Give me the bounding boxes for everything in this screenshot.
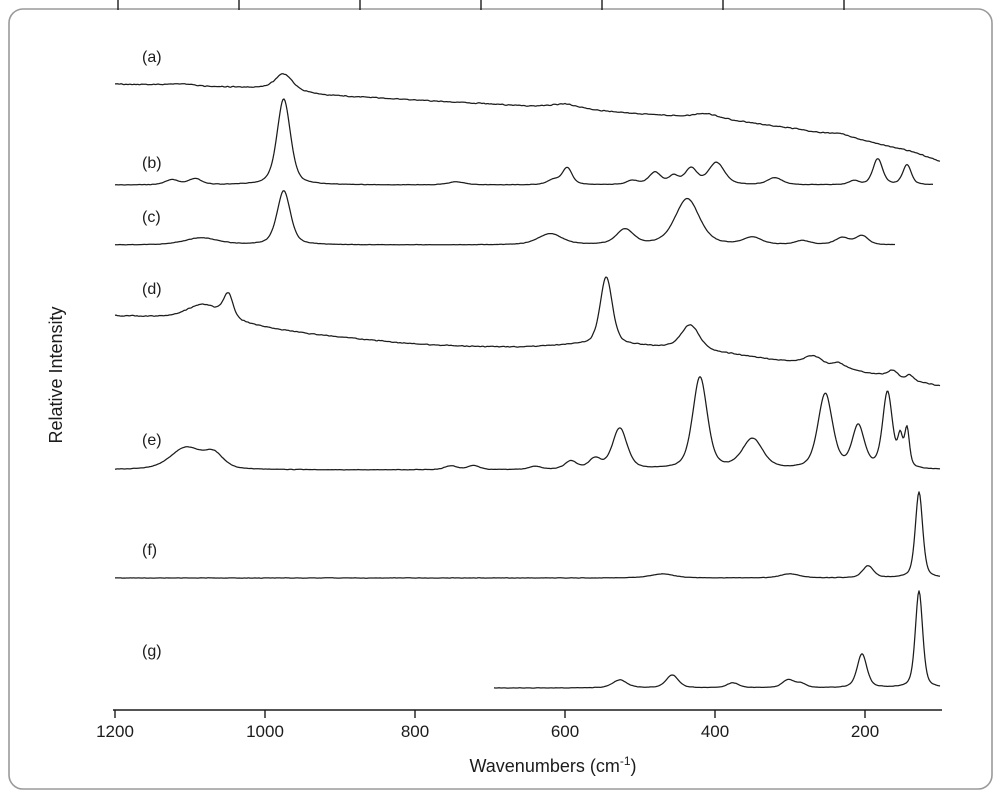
spectrum-trace-f xyxy=(115,491,941,579)
x-tick-label: 200 xyxy=(851,722,879,741)
spectrum-trace-b xyxy=(114,98,934,186)
spectrum-trace-d xyxy=(114,276,941,387)
figure-frame xyxy=(8,8,993,790)
series-label-g: (g) xyxy=(142,643,162,660)
x-tick-label: 800 xyxy=(401,722,429,741)
x-tick-label: 600 xyxy=(551,722,579,741)
series-label-e: (e) xyxy=(142,432,162,449)
series-label-c: (c) xyxy=(142,209,161,226)
series-label-d: (d) xyxy=(142,281,162,298)
x-axis-title: Wavenumbers (cm-1) xyxy=(469,754,636,776)
x-tick-label: 1000 xyxy=(246,722,284,741)
y-axis-title: Relative Intensity xyxy=(46,306,66,443)
spectrum-trace-a xyxy=(115,73,941,162)
spectrum-trace-g xyxy=(493,590,941,689)
series-label-f: (f) xyxy=(142,542,157,559)
spectrum-trace-e xyxy=(114,376,941,471)
series-label-b: (b) xyxy=(142,155,162,172)
x-tick-label: 400 xyxy=(701,722,729,741)
series-label-a: (a) xyxy=(142,49,162,66)
x-tick-label: 1200 xyxy=(96,722,134,741)
spectrum-trace-c xyxy=(114,190,895,246)
